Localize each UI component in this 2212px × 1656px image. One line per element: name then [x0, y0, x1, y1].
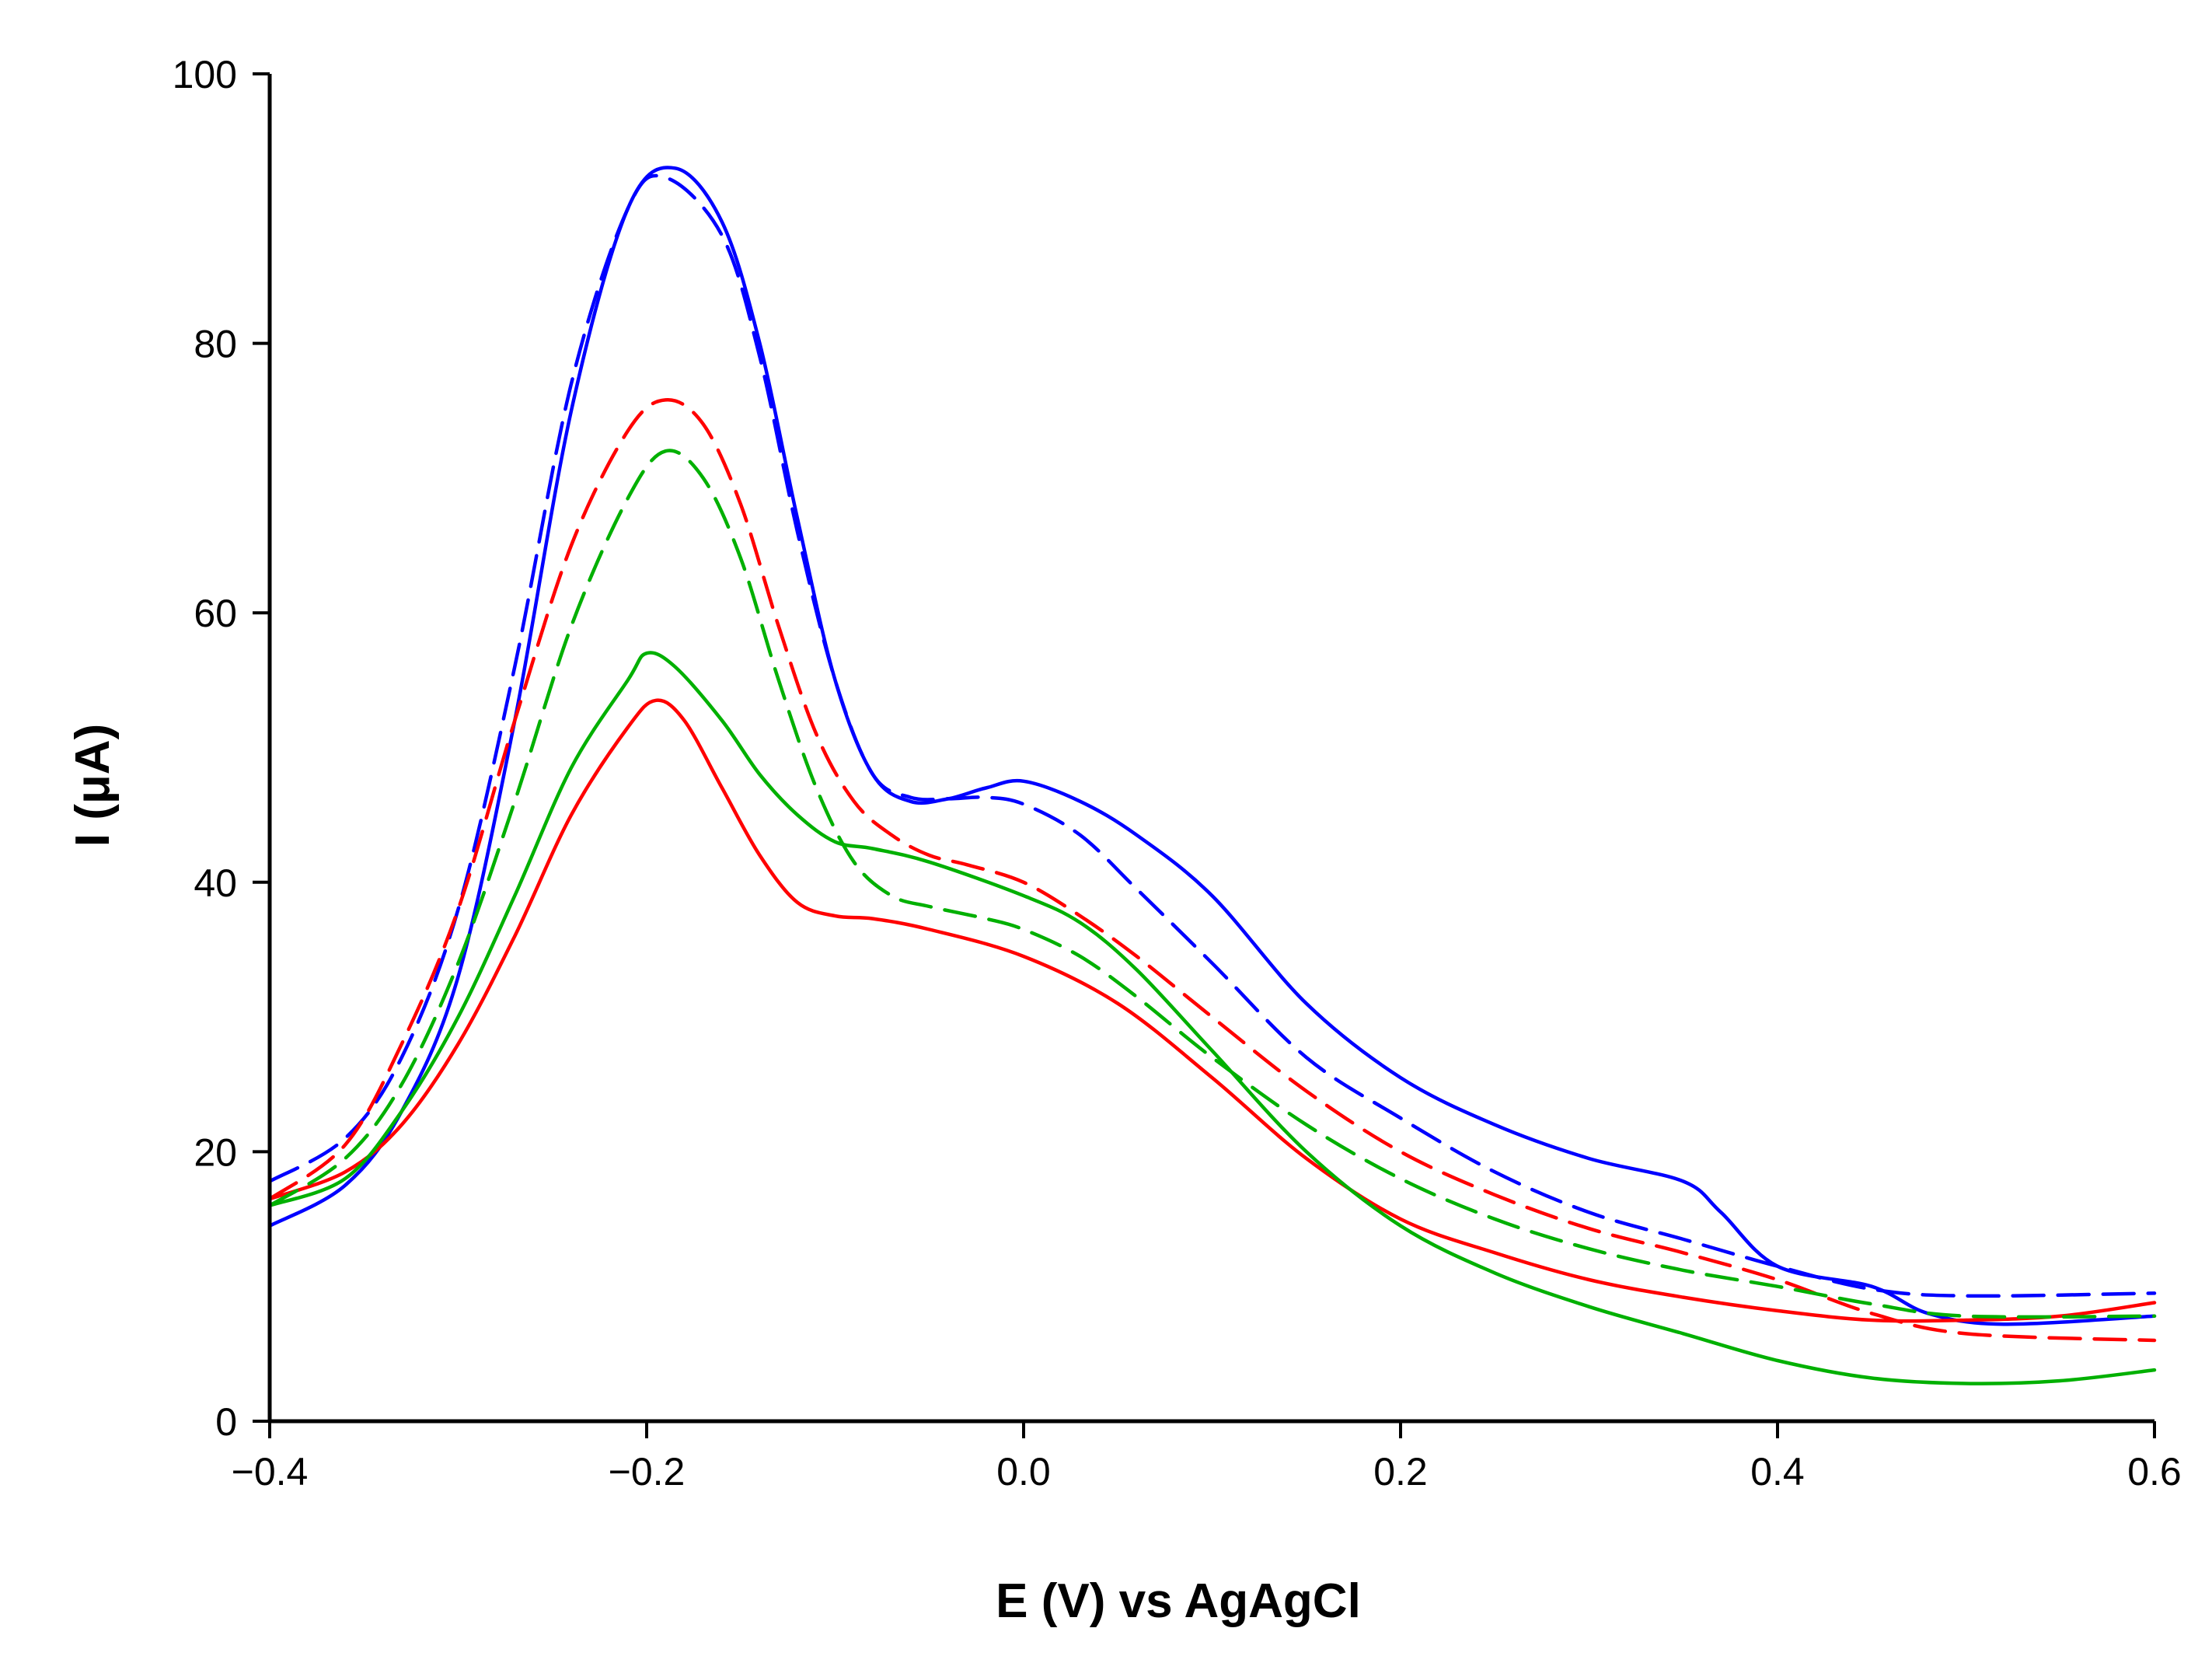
- series-line-5: [267, 651, 2157, 1385]
- y-tick-label: 100: [173, 53, 237, 96]
- x-axis-title: E (V) vs AgAgCl: [996, 1574, 1361, 1628]
- series-line-4: [267, 398, 2157, 1343]
- x-tick-label: 0.2: [1373, 1450, 1428, 1494]
- x-axis: −0.4 −0.2 0.0 0.2 0.4 0.6: [232, 1419, 2182, 1494]
- y-tick-label: 0: [215, 1400, 237, 1444]
- x-tick-label: 0.4: [1750, 1450, 1805, 1494]
- plot-series: [267, 166, 2157, 1385]
- x-tick-label: 0.0: [996, 1450, 1051, 1494]
- series-line-3: [267, 698, 2157, 1323]
- series-line-1: [267, 166, 2157, 1326]
- y-tick-label: 40: [194, 861, 237, 905]
- series-line-6: [267, 449, 2157, 1319]
- x-tick-label: 0.6: [2127, 1450, 2182, 1494]
- y-axis: 0 20 40 60 80 100: [173, 53, 272, 1444]
- y-tick-label: 20: [194, 1130, 237, 1174]
- y-axis-title: I (μA): [66, 724, 120, 847]
- x-tick-label: −0.2: [609, 1450, 686, 1494]
- y-tick-label: 80: [194, 323, 237, 366]
- x-tick-label: −0.4: [232, 1450, 309, 1494]
- y-tick-label: 60: [194, 592, 237, 635]
- series-line-2: [267, 173, 2157, 1298]
